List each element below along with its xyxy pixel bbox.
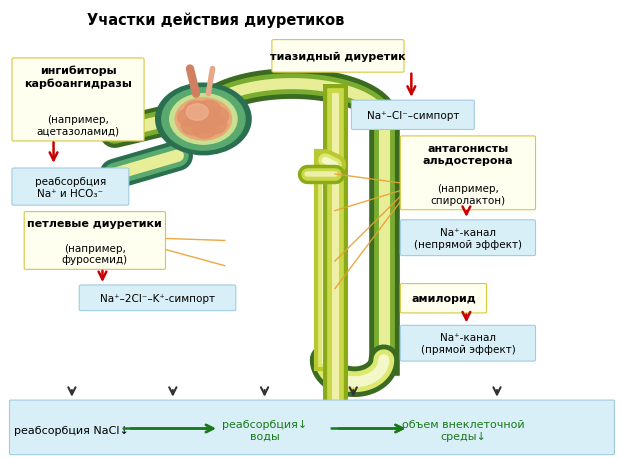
FancyBboxPatch shape bbox=[401, 284, 487, 313]
FancyBboxPatch shape bbox=[401, 137, 536, 210]
Text: антагонисты
альдостерона: антагонисты альдостерона bbox=[423, 144, 513, 165]
Text: объем внеклеточной
среды↓: объем внеклеточной среды↓ bbox=[402, 419, 525, 441]
FancyBboxPatch shape bbox=[401, 325, 536, 361]
Circle shape bbox=[162, 89, 245, 151]
Circle shape bbox=[192, 121, 216, 139]
Circle shape bbox=[156, 84, 251, 155]
Circle shape bbox=[175, 99, 231, 141]
Text: Na⁺–2Cl⁻–K⁺-симпорт: Na⁺–2Cl⁻–K⁺-симпорт bbox=[100, 293, 215, 303]
Circle shape bbox=[186, 105, 208, 121]
Text: (например,
ацетазоламид): (например, ацетазоламид) bbox=[37, 115, 120, 137]
Text: (например,
фуросемид): (например, фуросемид) bbox=[62, 243, 128, 265]
Text: тиазидный диуретик: тиазидный диуретик bbox=[270, 52, 405, 62]
Text: петлевые диуретики: петлевые диуретики bbox=[27, 219, 162, 229]
Circle shape bbox=[202, 116, 227, 134]
Text: Na⁺-канал
(непрямой эффект): Na⁺-канал (непрямой эффект) bbox=[414, 227, 522, 249]
FancyBboxPatch shape bbox=[401, 220, 536, 256]
Circle shape bbox=[204, 107, 229, 126]
FancyBboxPatch shape bbox=[79, 285, 236, 311]
FancyBboxPatch shape bbox=[12, 168, 129, 206]
Circle shape bbox=[196, 101, 221, 119]
Circle shape bbox=[181, 118, 206, 136]
FancyBboxPatch shape bbox=[9, 400, 614, 455]
Text: амилорид: амилорид bbox=[411, 294, 476, 303]
Circle shape bbox=[184, 102, 209, 120]
FancyBboxPatch shape bbox=[352, 101, 474, 130]
FancyBboxPatch shape bbox=[272, 40, 404, 73]
Text: Участки действия диуретиков: Участки действия диуретиков bbox=[87, 12, 345, 28]
Circle shape bbox=[170, 95, 237, 145]
Text: ингибиторы
карбоангидразы: ингибиторы карбоангидразы bbox=[24, 66, 132, 89]
Text: Na⁺-канал
(прямой эффект): Na⁺-канал (прямой эффект) bbox=[420, 332, 515, 354]
FancyBboxPatch shape bbox=[12, 59, 144, 142]
Text: реабсорбция
Na⁺ и HCO₃⁻: реабсорбция Na⁺ и HCO₃⁻ bbox=[35, 176, 106, 198]
Circle shape bbox=[178, 109, 202, 127]
Text: реабсорбция NaCl↓: реабсорбция NaCl↓ bbox=[14, 425, 130, 435]
FancyBboxPatch shape bbox=[24, 212, 166, 270]
Text: (например,
спиролактон): (например, спиролактон) bbox=[430, 184, 505, 205]
Text: Na⁺–Cl⁻–симпорт: Na⁺–Cl⁻–симпорт bbox=[366, 111, 459, 121]
Text: реабсорбция↓
воды: реабсорбция↓ воды bbox=[222, 419, 307, 441]
